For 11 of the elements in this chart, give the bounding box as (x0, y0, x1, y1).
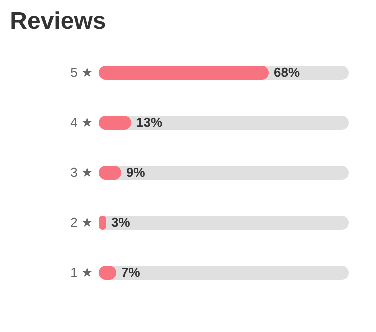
data-label: 13% (136, 115, 163, 130)
data-label: 9% (126, 165, 146, 180)
data-label: 7% (122, 265, 141, 280)
data-label: 68% (274, 65, 300, 80)
data-label: 3% (112, 215, 131, 230)
y-tick-label: 3 ★ (70, 165, 94, 180)
y-tick-label: 4 ★ (70, 115, 94, 130)
y-tick-label: 2 ★ (70, 215, 94, 230)
chart-title: Reviews (10, 8, 106, 35)
y-tick-label: 1 ★ (70, 265, 94, 280)
y-tick-label: 5 ★ (70, 65, 94, 80)
